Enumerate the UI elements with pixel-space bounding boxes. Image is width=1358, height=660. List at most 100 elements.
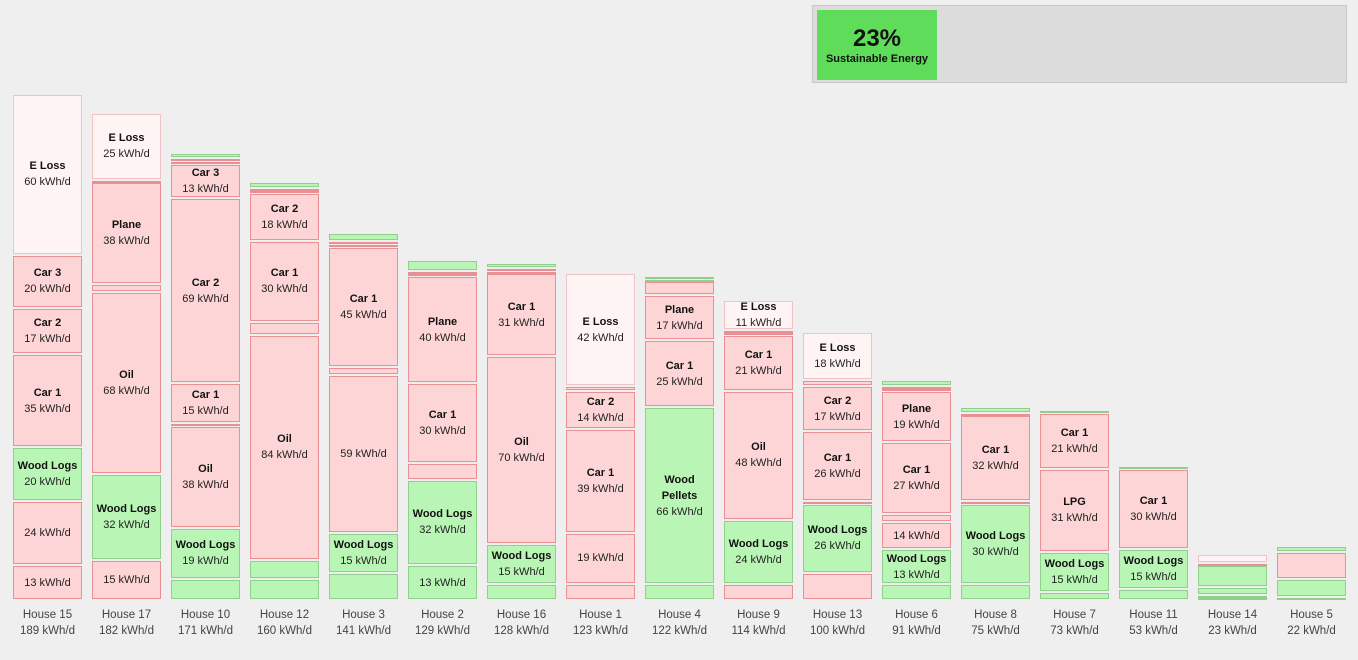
segment-label: Car 2 xyxy=(823,394,852,407)
house-name: House 11 xyxy=(1129,609,1178,621)
bar-segment: 15 kWh/d xyxy=(92,560,161,599)
segment-label: Car 1 xyxy=(1139,494,1168,507)
segment-value: 15 kWh/d xyxy=(498,565,545,578)
bar-segment xyxy=(171,161,240,164)
bar-segment: Car 2 18 kWh/d xyxy=(250,194,319,241)
bar-segment: Car 2 69 kWh/d xyxy=(171,199,240,383)
bar-segment xyxy=(1040,410,1109,413)
house-label: House 9 114 kWh/d xyxy=(719,607,799,639)
bar-segment xyxy=(803,381,872,385)
segment-value: 24 kWh/d xyxy=(24,527,71,540)
bar-segment: Car 1 39 kWh/d xyxy=(566,429,635,533)
bar-segment: E Loss 42 kWh/d xyxy=(566,274,635,385)
segment-value: 15 kWh/d xyxy=(340,555,387,568)
segment-value: 14 kWh/d xyxy=(577,411,624,424)
bar-segment xyxy=(250,560,319,578)
bar-segment xyxy=(645,279,714,282)
bar-segment: Car 1 21 kWh/d xyxy=(724,335,793,391)
segment-value: 17 kWh/d xyxy=(656,319,703,332)
bar-segment: Wood Logs 32 kWh/d xyxy=(92,475,161,559)
bar-segment xyxy=(1277,598,1346,601)
bar-segment xyxy=(1198,595,1267,598)
segment-label: Wood Logs xyxy=(491,549,552,562)
bar-segment: 19 kWh/d xyxy=(566,534,635,583)
house-label: House 1 123 kWh/d xyxy=(561,607,641,639)
bar-segment xyxy=(171,159,240,162)
bar-segment: Oil 48 kWh/d xyxy=(724,392,793,519)
bar-segment: Car 1 45 kWh/d xyxy=(329,247,398,367)
bar-segment xyxy=(1040,592,1109,599)
segment-value: 39 kWh/d xyxy=(577,482,624,495)
bar-segment: Wood Logs 20 kWh/d xyxy=(13,448,82,500)
house-label: House 4 122 kWh/d xyxy=(640,607,720,639)
segment-value: 15 kWh/d xyxy=(1130,571,1177,584)
segment-value: 20 kWh/d xyxy=(24,283,71,296)
house-label: House 13 100 kWh/d xyxy=(798,607,878,639)
bar-segment: Car 1 21 kWh/d xyxy=(1040,413,1109,468)
bar-segment: Car 3 13 kWh/d xyxy=(171,164,240,198)
bar-segment: 24 kWh/d xyxy=(13,501,82,565)
bar-segment xyxy=(408,274,477,277)
segment-label: Wood Logs xyxy=(728,537,789,550)
bar-segment xyxy=(329,242,398,245)
house-name: House 9 xyxy=(737,609,780,621)
house-label: House 6 91 kWh/d xyxy=(877,607,957,639)
segment-value: 27 kWh/d xyxy=(893,480,940,493)
segment-label: Car 1 xyxy=(1060,426,1089,439)
bar-segment: E Loss 25 kWh/d xyxy=(92,113,161,179)
segment-value: 25 kWh/d xyxy=(656,375,703,388)
house-name: House 13 xyxy=(812,609,863,621)
bar-segment: Car 1 25 kWh/d xyxy=(645,341,714,407)
bar-segment: Car 1 26 kWh/d xyxy=(803,432,872,500)
bar-segment: Wood Pellets 66 kWh/d xyxy=(645,408,714,583)
bar-segment: LPG 31 kWh/d xyxy=(1040,469,1109,551)
bar-segment: Wood Logs 30 kWh/d xyxy=(961,504,1030,583)
segment-value: 21 kWh/d xyxy=(1051,442,1098,455)
bar-segment: Car 2 17 kWh/d xyxy=(803,386,872,431)
house-label: House 5 22 kWh/d xyxy=(1272,607,1352,639)
segment-value: 17 kWh/d xyxy=(24,332,71,345)
bar-segment: Car 1 30 kWh/d xyxy=(408,384,477,463)
house-total: 189 kWh/d xyxy=(20,625,75,637)
bar-segment xyxy=(882,381,951,385)
bar-segment: Plane 40 kWh/d xyxy=(408,277,477,383)
segment-label: Wood Logs xyxy=(1044,557,1105,570)
bar-segment: E Loss 11 kWh/d xyxy=(724,301,793,329)
segment-label: Oil xyxy=(751,441,766,454)
bar-segment xyxy=(250,191,319,194)
house-name: House 17 xyxy=(101,609,152,621)
bar-segment xyxy=(92,285,161,292)
segment-label: Plane xyxy=(427,315,458,328)
house-label: House 8 75 kWh/d xyxy=(956,607,1036,639)
segment-value: 66 kWh/d xyxy=(656,505,703,518)
segment-label: Plane xyxy=(111,219,142,232)
house-name: House 3 xyxy=(342,609,385,621)
segment-label: Car 1 xyxy=(823,452,852,465)
segment-value: 19 kWh/d xyxy=(577,552,624,565)
bar-segment xyxy=(645,277,714,280)
house-total: 141 kWh/d xyxy=(336,625,391,637)
bar-segment xyxy=(1277,547,1346,551)
bar-segment xyxy=(250,188,319,191)
bar-segment xyxy=(645,584,714,599)
bar-segment: Oil 38 kWh/d xyxy=(171,426,240,527)
segment-label: Wood Pellets xyxy=(661,473,698,502)
segment-label: Car 1 xyxy=(428,409,457,422)
segment-value: 30 kWh/d xyxy=(1130,510,1177,523)
segment-value: 70 kWh/d xyxy=(498,452,545,465)
house-label: House 7 73 kWh/d xyxy=(1035,607,1115,639)
bar-segment xyxy=(1277,579,1346,597)
bar-segment xyxy=(487,584,556,599)
segment-label: E Loss xyxy=(819,342,856,355)
house-total: 129 kWh/d xyxy=(415,625,470,637)
segment-label: Oil xyxy=(514,436,529,449)
bar-segment xyxy=(961,584,1030,599)
bar-segment: Car 1 32 kWh/d xyxy=(961,416,1030,500)
bar-segment: Wood Logs 15 kWh/d xyxy=(487,544,556,583)
segment-label: Car 2 xyxy=(270,203,299,216)
house-total: 22 kWh/d xyxy=(1287,625,1336,637)
sustainability-panel: 23% Sustainable Energy xyxy=(812,5,1347,83)
bar-segment: E Loss 60 kWh/d xyxy=(13,95,82,254)
segment-label: Car 1 xyxy=(665,359,694,372)
segment-label: Wood Logs xyxy=(965,529,1026,542)
